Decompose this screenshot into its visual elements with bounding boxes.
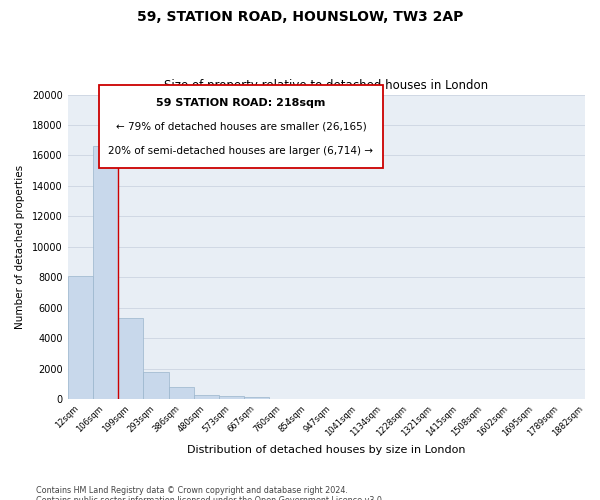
FancyBboxPatch shape xyxy=(98,86,383,168)
Title: Size of property relative to detached houses in London: Size of property relative to detached ho… xyxy=(164,79,488,92)
Bar xyxy=(244,397,269,399)
Text: Contains HM Land Registry data © Crown copyright and database right 2024.: Contains HM Land Registry data © Crown c… xyxy=(36,486,348,495)
Text: Contains public sector information licensed under the Open Government Licence v3: Contains public sector information licen… xyxy=(36,496,385,500)
Y-axis label: Number of detached properties: Number of detached properties xyxy=(15,165,25,329)
Text: ← 79% of detached houses are smaller (26,165): ← 79% of detached houses are smaller (26… xyxy=(116,122,366,132)
Bar xyxy=(194,394,219,399)
Text: 59, STATION ROAD, HOUNSLOW, TW3 2AP: 59, STATION ROAD, HOUNSLOW, TW3 2AP xyxy=(137,10,463,24)
Text: 59 STATION ROAD: 218sqm: 59 STATION ROAD: 218sqm xyxy=(156,98,326,108)
X-axis label: Distribution of detached houses by size in London: Distribution of detached houses by size … xyxy=(187,445,466,455)
Bar xyxy=(93,146,118,399)
Bar xyxy=(219,396,244,399)
Bar xyxy=(118,318,143,399)
Bar xyxy=(68,276,93,399)
Bar xyxy=(169,387,194,399)
Text: 20% of semi-detached houses are larger (6,714) →: 20% of semi-detached houses are larger (… xyxy=(109,146,373,156)
Bar xyxy=(143,372,169,399)
